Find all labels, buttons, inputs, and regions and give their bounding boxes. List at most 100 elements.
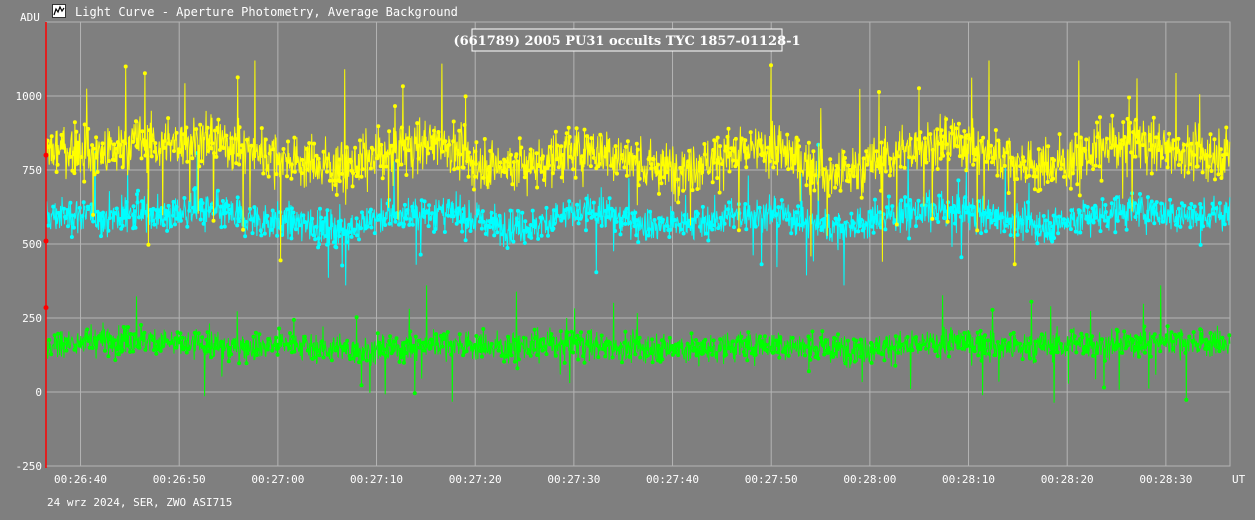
data-point bbox=[857, 224, 862, 229]
data-point bbox=[441, 332, 446, 337]
data-point bbox=[82, 122, 87, 127]
window-title: Light Curve - Aperture Photometry, Avera… bbox=[75, 5, 458, 19]
data-point bbox=[504, 353, 509, 358]
data-point bbox=[743, 338, 748, 343]
light-curve-app-icon[interactable] bbox=[52, 4, 66, 18]
data-point bbox=[1216, 172, 1221, 177]
data-point bbox=[632, 224, 637, 229]
data-point bbox=[422, 214, 427, 219]
data-point bbox=[495, 230, 500, 235]
data-point bbox=[1156, 148, 1161, 152]
data-point bbox=[146, 242, 151, 247]
data-point bbox=[90, 143, 95, 148]
data-point bbox=[240, 143, 245, 148]
data-point bbox=[171, 199, 176, 204]
data-point bbox=[910, 348, 915, 353]
data-point bbox=[710, 227, 715, 232]
data-point bbox=[467, 150, 471, 155]
data-point bbox=[289, 236, 294, 241]
data-point bbox=[245, 351, 250, 356]
data-point bbox=[457, 332, 462, 337]
data-point bbox=[289, 162, 294, 167]
data-point bbox=[482, 348, 487, 353]
data-point bbox=[1122, 329, 1127, 334]
data-point bbox=[124, 200, 129, 204]
data-point bbox=[451, 119, 456, 124]
data-point bbox=[421, 340, 426, 345]
data-point bbox=[942, 216, 947, 220]
data-point bbox=[858, 354, 863, 359]
data-point bbox=[1087, 159, 1092, 164]
data-point bbox=[1195, 342, 1200, 347]
data-point bbox=[285, 174, 289, 179]
data-point bbox=[74, 129, 79, 134]
data-point bbox=[739, 334, 744, 339]
data-point bbox=[99, 234, 103, 239]
data-point bbox=[112, 142, 117, 147]
data-point bbox=[1041, 214, 1046, 218]
data-point bbox=[369, 225, 374, 230]
data-point bbox=[971, 162, 976, 167]
data-point bbox=[1097, 164, 1102, 169]
data-point bbox=[777, 355, 782, 360]
data-point bbox=[882, 339, 887, 344]
data-point bbox=[213, 346, 218, 350]
data-point bbox=[498, 160, 503, 165]
data-point bbox=[54, 170, 59, 174]
data-point bbox=[426, 224, 431, 229]
data-point bbox=[198, 342, 203, 347]
data-point bbox=[624, 206, 629, 211]
data-point bbox=[799, 223, 804, 228]
data-point bbox=[313, 347, 318, 352]
data-point bbox=[523, 219, 528, 224]
data-point bbox=[376, 153, 381, 158]
data-point bbox=[81, 200, 86, 205]
data-point bbox=[252, 349, 257, 354]
data-point bbox=[1050, 239, 1055, 244]
data-point bbox=[1000, 347, 1005, 352]
data-point bbox=[150, 218, 155, 223]
data-point bbox=[406, 148, 411, 153]
data-point bbox=[764, 342, 768, 347]
data-point bbox=[843, 156, 847, 160]
data-point bbox=[1164, 141, 1169, 146]
data-point bbox=[162, 145, 167, 150]
data-point bbox=[1224, 125, 1229, 130]
data-point bbox=[1187, 334, 1192, 339]
data-point bbox=[727, 169, 732, 174]
data-point bbox=[1168, 197, 1173, 202]
data-point bbox=[79, 155, 84, 159]
data-point bbox=[593, 212, 598, 217]
data-point bbox=[784, 217, 789, 222]
data-point bbox=[461, 165, 466, 170]
data-point bbox=[97, 334, 101, 339]
data-point bbox=[691, 217, 695, 222]
data-point bbox=[946, 157, 951, 162]
data-point bbox=[659, 181, 664, 186]
data-point bbox=[209, 355, 213, 360]
data-point bbox=[522, 241, 527, 245]
data-point bbox=[442, 230, 447, 234]
data-point bbox=[1036, 232, 1041, 237]
data-point bbox=[375, 331, 380, 336]
data-point bbox=[337, 179, 342, 184]
data-point bbox=[646, 233, 651, 238]
data-point bbox=[981, 135, 986, 140]
data-point bbox=[334, 192, 339, 197]
data-point bbox=[533, 336, 538, 341]
data-point bbox=[237, 162, 242, 167]
data-point bbox=[112, 338, 117, 343]
data-point bbox=[334, 245, 339, 250]
data-point bbox=[223, 210, 228, 215]
x-tick-label: 00:28:30 bbox=[1139, 473, 1192, 486]
data-point bbox=[1119, 145, 1124, 150]
data-point bbox=[1198, 327, 1203, 332]
data-point bbox=[243, 219, 248, 224]
data-point bbox=[151, 206, 156, 211]
data-point bbox=[314, 224, 319, 229]
data-point bbox=[90, 346, 95, 350]
data-point bbox=[634, 218, 639, 223]
data-point bbox=[951, 210, 955, 214]
data-point bbox=[584, 228, 588, 233]
data-point bbox=[794, 210, 799, 215]
